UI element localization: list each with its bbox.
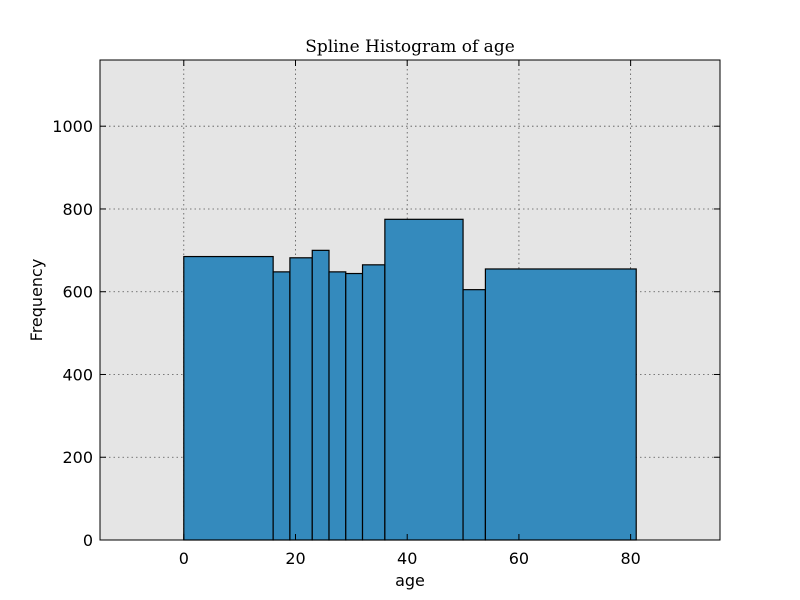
x-axis-label: age — [395, 571, 425, 590]
histogram-bar — [361, 264, 386, 541]
x-tick-label: 40 — [397, 549, 417, 568]
chart-title: Spline Histogram of age — [305, 37, 515, 57]
plot-frame — [99, 59, 721, 541]
histogram-bar — [328, 271, 347, 541]
histogram-bar — [384, 218, 464, 541]
y-tick-label: 200 — [62, 448, 93, 467]
x-tick-label: 60 — [509, 549, 529, 568]
x-tick-label: 80 — [620, 549, 640, 568]
histogram-bar — [289, 257, 313, 541]
x-tick-label: 0 — [179, 549, 189, 568]
histogram-bar — [311, 249, 330, 541]
y-tick-label: 0 — [83, 531, 93, 550]
y-axis-label: Frequency — [27, 259, 46, 342]
bars — [183, 218, 637, 541]
histogram-bar — [462, 289, 487, 541]
histogram-bar — [484, 268, 637, 541]
histogram-bar — [345, 272, 364, 541]
x-tick-label: 20 — [285, 549, 305, 568]
histogram-bar — [183, 255, 274, 541]
y-tick-label: 400 — [62, 365, 93, 384]
y-tick-label: 800 — [62, 200, 93, 219]
histogram-bar — [272, 271, 291, 541]
y-tick-label: 600 — [62, 283, 93, 302]
y-tick-label: 1000 — [52, 117, 93, 136]
